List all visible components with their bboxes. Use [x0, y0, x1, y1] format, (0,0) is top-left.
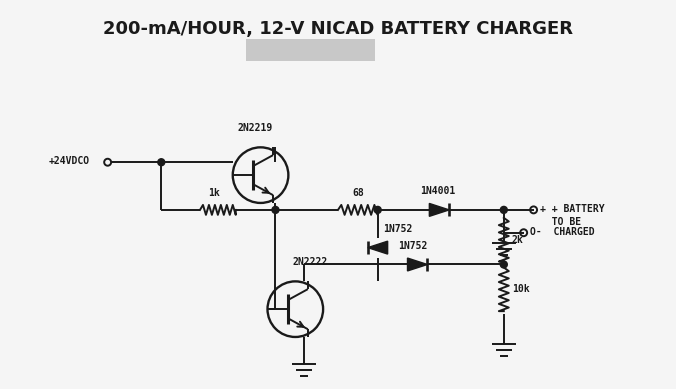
Text: 10k: 10k	[512, 284, 529, 294]
Text: 1N4001: 1N4001	[420, 186, 455, 196]
Bar	[245, 39, 375, 61]
Circle shape	[272, 207, 279, 213]
Circle shape	[158, 159, 165, 166]
Text: 1k: 1k	[208, 188, 220, 198]
Text: 200-mA/HOUR, 12-V NICAD BATTERY CHARGER: 200-mA/HOUR, 12-V NICAD BATTERY CHARGER	[103, 20, 573, 38]
Text: 1N752: 1N752	[383, 224, 412, 234]
Circle shape	[500, 207, 507, 213]
Polygon shape	[368, 241, 387, 254]
Text: +24VDCO: +24VDCO	[49, 156, 90, 166]
Text: 2k: 2k	[512, 235, 523, 245]
Text: O-  CHARGED: O- CHARGED	[529, 227, 594, 237]
Text: 2N2219: 2N2219	[238, 123, 273, 133]
Text: 68: 68	[352, 188, 364, 198]
Text: TO BE: TO BE	[539, 217, 581, 227]
Polygon shape	[408, 258, 427, 271]
Circle shape	[500, 261, 507, 268]
Text: 1N752: 1N752	[397, 241, 427, 251]
Polygon shape	[429, 203, 449, 216]
Text: 2N2222: 2N2222	[293, 258, 328, 268]
Circle shape	[375, 207, 381, 213]
Text: + + BATTERY: + + BATTERY	[539, 204, 604, 214]
